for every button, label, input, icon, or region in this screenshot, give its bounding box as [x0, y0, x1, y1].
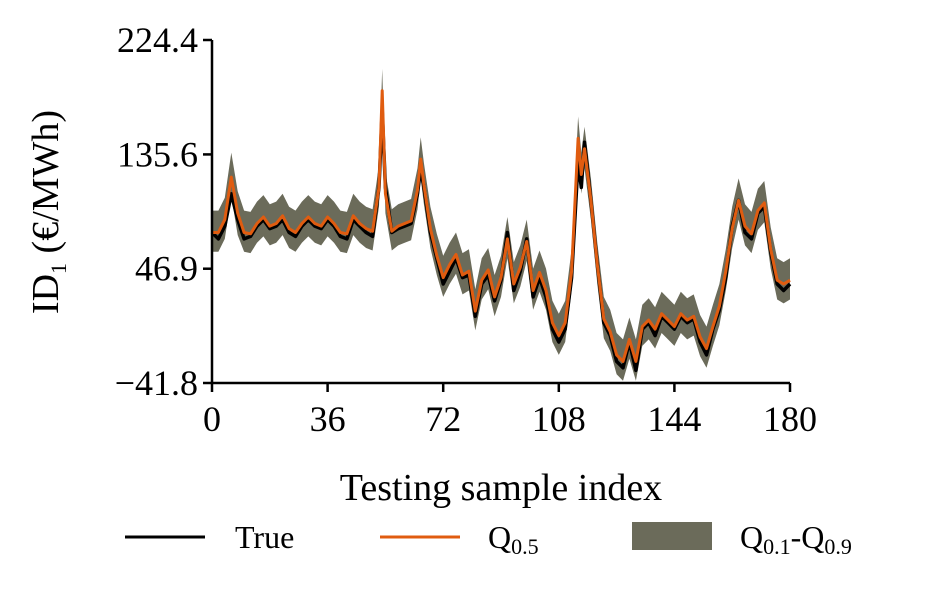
legend-item-band: Q0.1-Q0.9	[632, 519, 852, 559]
legend-item-median: Q0.5	[380, 519, 539, 559]
x-axis-label: Testing sample index	[340, 467, 662, 509]
y-tick-label: 224.4	[117, 20, 198, 60]
legend-label-band: Q0.1-Q0.9	[740, 519, 852, 559]
legend-swatch-band	[632, 522, 712, 550]
x-tick-label: 72	[425, 399, 461, 439]
x-tick-label: 0	[203, 399, 221, 439]
x-tick-label: 36	[310, 399, 346, 439]
median-series-line	[212, 89, 791, 363]
x-tick-label: 144	[647, 399, 701, 439]
legend-item-true: True	[125, 519, 294, 555]
quantile-band-area	[212, 68, 790, 381]
legend: True Q0.5 Q0.1-Q0.9	[125, 519, 852, 559]
plot-area	[210, 68, 792, 381]
y-tick-label: −41.8	[115, 363, 198, 403]
x-ticks: 0 36 72 108 144 180	[203, 383, 817, 439]
x-tick-label: 108	[532, 399, 586, 439]
axes: 0 36 72 108 144 180 −41.8 46.9 135.6 224.4	[115, 20, 817, 439]
y-axis-label: ID1 (€/MWh)	[25, 110, 71, 314]
legend-label-median: Q0.5	[488, 519, 539, 559]
x-tick-label: 180	[763, 399, 817, 439]
legend-label-true: True	[235, 519, 294, 555]
y-tick-label: 135.6	[117, 134, 198, 174]
y-ticks: −41.8 46.9 135.6 224.4	[115, 20, 212, 403]
y-tick-label: 46.9	[135, 249, 198, 289]
